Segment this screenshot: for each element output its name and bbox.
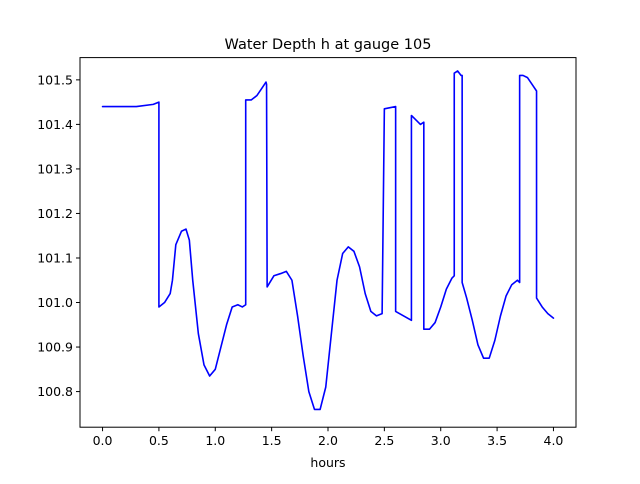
- x-tick-label: 3.5: [487, 433, 507, 448]
- y-tick-label: 101.5: [37, 72, 73, 87]
- y-tick-label: 101.1: [37, 250, 73, 265]
- y-tick-label: 101.0: [37, 295, 73, 310]
- y-tick-label: 101.3: [37, 161, 73, 176]
- plot-area: [101, 70, 555, 411]
- x-tick-label: 1.0: [205, 433, 225, 448]
- plot-frame: [79, 57, 577, 428]
- x-axis-label: hours: [310, 455, 345, 470]
- x-tick-label: 2.0: [318, 433, 338, 448]
- x-tick-label: 0.0: [93, 433, 113, 448]
- chart-title: Water Depth h at gauge 105: [225, 37, 432, 53]
- x-tick-label: 3.0: [431, 433, 451, 448]
- y-axis: 100.8 100.9 101.0 101.1 101.2 101.3 101.4 101.5: [37, 72, 80, 399]
- x-tick-label: 1.5: [262, 433, 282, 448]
- y-tick-label: 100.9: [37, 340, 73, 355]
- y-tick-label: 100.8: [37, 384, 73, 399]
- x-tick-label: 4.0: [544, 433, 564, 448]
- x-tick-label: 2.5: [374, 433, 394, 448]
- y-tick-label: 101.2: [37, 206, 73, 221]
- series-line: [101, 70, 555, 411]
- y-tick-label: 101.4: [37, 117, 73, 132]
- x-axis: 0.0 0.5 1.0 1.5 2.0 2.5 3.0 3.5 4.0: [93, 427, 564, 448]
- x-tick-label: 0.5: [149, 433, 169, 448]
